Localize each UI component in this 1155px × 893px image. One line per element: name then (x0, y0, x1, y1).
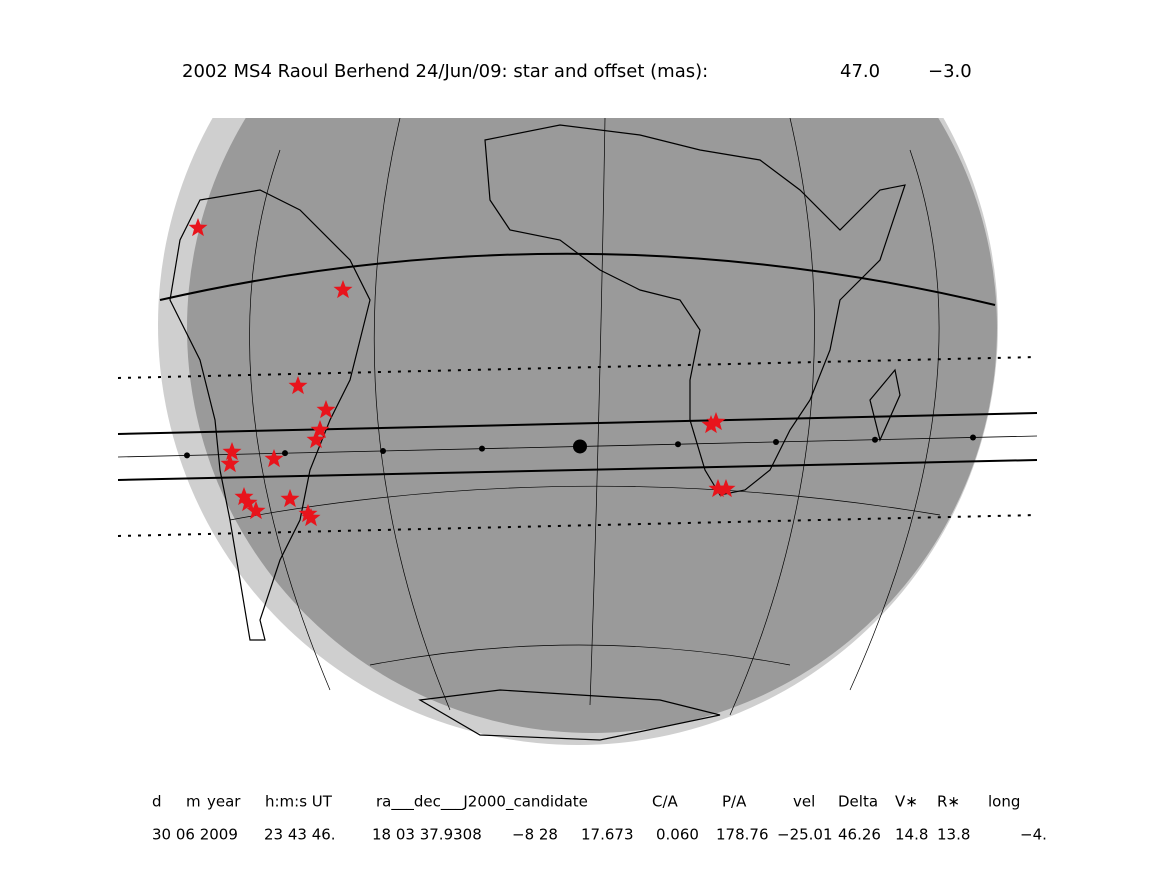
meridian (589, 118, 606, 706)
globe-night (187, 118, 997, 733)
observer-star (264, 449, 284, 468)
time-dot (479, 445, 485, 452)
column-value: 46.26 (838, 826, 881, 844)
observer-star (306, 430, 326, 449)
offset-x: 47.0 (840, 61, 880, 82)
column-header: d (152, 793, 162, 811)
observer-stars (188, 218, 736, 527)
time-dot (573, 439, 587, 454)
observer-star (188, 218, 208, 237)
column-value: 17.673 (581, 826, 634, 844)
observer-star (220, 454, 240, 473)
time-dot (970, 434, 976, 441)
time-dot (184, 452, 190, 459)
time-dot (675, 441, 681, 448)
time-dot (872, 436, 878, 443)
observer-star (238, 493, 258, 512)
column-header: R∗ (937, 793, 960, 811)
column-value: 14.8 (895, 826, 928, 844)
observer-star (310, 420, 330, 439)
column-value: 23 43 46. (264, 826, 336, 844)
observer-star (280, 489, 300, 508)
column-value: 13.8 (937, 826, 970, 844)
parallel (369, 644, 791, 666)
column-header: Delta (838, 793, 878, 811)
observer-star (222, 442, 242, 461)
time-dot (773, 438, 779, 445)
column-value: −25.01 (777, 826, 833, 844)
observer-star (706, 412, 726, 431)
time-dot (282, 450, 288, 457)
column-value: −4. (1020, 826, 1047, 844)
africa (484, 124, 906, 496)
observer-star (301, 508, 321, 527)
parallel (229, 485, 941, 521)
observer-star (288, 376, 308, 395)
column-value: 0.060 (656, 826, 699, 844)
column-header: long (988, 793, 1020, 811)
time-dot (380, 447, 386, 454)
title: 2002 MS4 Raoul Berhend 24/Jun/09: star a… (182, 61, 708, 82)
observer-star (234, 487, 254, 506)
column-header: vel (793, 793, 815, 811)
column-header: P/A (722, 793, 747, 811)
time-dots (184, 434, 976, 459)
column-header: ra___dec___J2000_candidate (376, 793, 588, 812)
meridian (249, 149, 331, 691)
column-header: m (186, 793, 201, 811)
table: d m year h:m:s UT ra___dec___J2000_candidate… (152, 793, 1047, 844)
shadow-edge (117, 412, 1038, 435)
column-value: 178.76 (716, 826, 769, 844)
madagascar (869, 368, 901, 442)
south-america (169, 189, 371, 641)
observer-star (701, 415, 721, 434)
meridian (373, 118, 451, 711)
column-header: V∗ (895, 793, 918, 811)
column-header: h:m:s UT (265, 793, 333, 811)
track-limit (159, 252, 996, 306)
observer-star (716, 479, 736, 498)
column-value: 18 03 37.9308 (372, 826, 482, 844)
column-header: year (207, 793, 241, 811)
antarctica (418, 689, 721, 741)
map (158, 118, 998, 745)
observer-star (246, 501, 266, 520)
shadow-edge (117, 459, 1038, 481)
column-header: C/A (652, 793, 679, 811)
observer-star (298, 504, 318, 523)
column-value: 30 06 2009 (152, 826, 238, 844)
meridian (849, 149, 940, 691)
observer-star (316, 400, 336, 419)
offset-y: −3.0 (928, 61, 972, 82)
observer-star (708, 479, 728, 498)
column-value: −8 28 (512, 826, 558, 844)
observer-star (333, 280, 353, 299)
